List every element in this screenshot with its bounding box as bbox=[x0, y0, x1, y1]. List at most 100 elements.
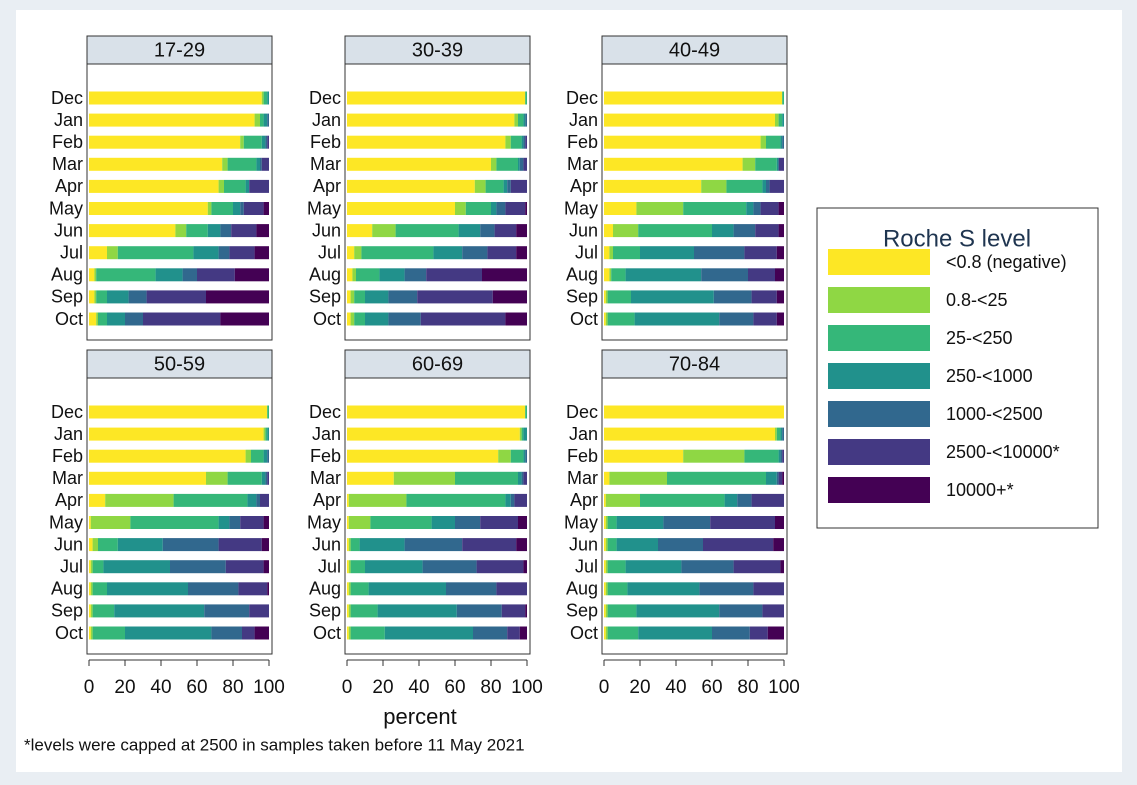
bar-segment bbox=[348, 538, 351, 552]
bar-segment bbox=[458, 224, 481, 238]
legend-swatch bbox=[828, 363, 930, 389]
bar-segment bbox=[125, 312, 143, 326]
bar-segment bbox=[523, 427, 527, 441]
bar-segment bbox=[404, 538, 463, 552]
bar-segment bbox=[251, 449, 264, 463]
bar-segment bbox=[760, 202, 779, 215]
bar-segment bbox=[507, 626, 520, 640]
bar-segment bbox=[746, 202, 754, 215]
bar-segment bbox=[782, 135, 784, 149]
bar-segment bbox=[207, 202, 212, 215]
bar-segment bbox=[766, 471, 777, 485]
bar-segment bbox=[433, 246, 463, 260]
bar-segment bbox=[782, 471, 784, 485]
bar-segment bbox=[762, 179, 766, 193]
y-tick-label: Feb bbox=[567, 132, 598, 152]
bar-segment bbox=[225, 560, 264, 574]
y-tick-label: Apr bbox=[570, 176, 598, 196]
y-tick-label: Jan bbox=[54, 110, 83, 130]
bar-segment bbox=[350, 312, 355, 326]
bar-segment bbox=[240, 135, 244, 149]
bar-segment bbox=[370, 516, 432, 529]
bar-segment bbox=[776, 312, 784, 326]
bar-segment bbox=[782, 427, 784, 441]
y-tick-label: May bbox=[49, 512, 83, 532]
bar-segment bbox=[523, 157, 527, 171]
y-tick-label: Jun bbox=[312, 220, 341, 240]
bar-segment bbox=[699, 582, 754, 596]
bar-segment bbox=[605, 516, 608, 529]
y-tick-label: Mar bbox=[52, 154, 83, 174]
bar-segment bbox=[719, 604, 763, 618]
bar-segment bbox=[89, 405, 268, 419]
bar-segment bbox=[604, 268, 610, 282]
y-tick-label: Dec bbox=[566, 88, 598, 108]
bar-segment bbox=[347, 493, 349, 507]
y-tick-label: Sep bbox=[309, 287, 341, 307]
bar-segment bbox=[422, 560, 477, 574]
bar-segment bbox=[775, 516, 784, 529]
bar-segment bbox=[224, 179, 246, 193]
bar-segment bbox=[89, 560, 91, 574]
legend-swatch bbox=[828, 287, 930, 313]
bar-segment bbox=[605, 582, 608, 596]
bar-segment bbox=[749, 626, 768, 640]
y-tick-label: Aug bbox=[51, 579, 83, 599]
bar-segment bbox=[605, 538, 608, 552]
bar-segment bbox=[525, 449, 527, 463]
bar-segment bbox=[604, 538, 606, 552]
bar-segment bbox=[350, 290, 355, 304]
bar-segment bbox=[726, 179, 763, 193]
bar-segment bbox=[92, 582, 107, 596]
bar-segment bbox=[89, 582, 91, 596]
bar-segment bbox=[607, 312, 635, 326]
bar-segment bbox=[222, 157, 228, 171]
bar-segment bbox=[89, 493, 106, 507]
bar-segment bbox=[146, 290, 206, 304]
y-tick-label: Feb bbox=[310, 132, 341, 152]
bar-segment bbox=[744, 246, 777, 260]
bar-segment bbox=[263, 516, 269, 529]
bar-segment bbox=[125, 626, 212, 640]
bar-segment bbox=[611, 268, 626, 282]
bar-segment bbox=[638, 224, 712, 238]
bar-segment bbox=[658, 538, 703, 552]
bar-segment bbox=[89, 179, 219, 193]
legend-swatch bbox=[828, 325, 930, 351]
panel-title: 17-29 bbox=[154, 39, 205, 61]
footnote: *levels were capped at 2500 in samples t… bbox=[24, 735, 525, 754]
y-tick-label: Jul bbox=[575, 556, 598, 576]
bar-segment bbox=[220, 312, 269, 326]
bar-segment bbox=[638, 626, 712, 640]
x-tick-label: 80 bbox=[222, 677, 243, 698]
bar-segment bbox=[249, 604, 269, 618]
bar-segment bbox=[505, 312, 527, 326]
panel-header bbox=[601, 35, 788, 65]
bar-segment bbox=[117, 246, 194, 260]
legend-label: 2500-<10000* bbox=[946, 442, 1060, 462]
bar-segment bbox=[89, 290, 95, 304]
bar-segment bbox=[107, 582, 188, 596]
bar-segment bbox=[712, 224, 734, 238]
bar-segment bbox=[604, 427, 775, 441]
bar-segment bbox=[525, 91, 527, 105]
bar-segment bbox=[354, 246, 362, 260]
y-tick-label: May bbox=[307, 512, 341, 532]
legend-label: <0.8 (negative) bbox=[946, 252, 1067, 272]
bar-segment bbox=[105, 493, 174, 507]
bar-segment bbox=[778, 157, 784, 171]
bar-segment bbox=[254, 246, 269, 260]
bar-segment bbox=[782, 91, 784, 105]
bar-segment bbox=[233, 202, 241, 215]
bar-segment bbox=[455, 471, 518, 485]
bar-segment bbox=[90, 604, 93, 618]
bar-segment bbox=[518, 113, 524, 127]
bar-segment bbox=[519, 626, 527, 640]
bar-segment bbox=[265, 427, 268, 441]
bar-segment bbox=[510, 135, 522, 149]
y-tick-label: Apr bbox=[313, 490, 341, 510]
bar-segment bbox=[263, 427, 266, 441]
bar-segment bbox=[347, 224, 373, 238]
bar-segment bbox=[604, 290, 606, 304]
y-tick-label: Dec bbox=[566, 402, 598, 422]
